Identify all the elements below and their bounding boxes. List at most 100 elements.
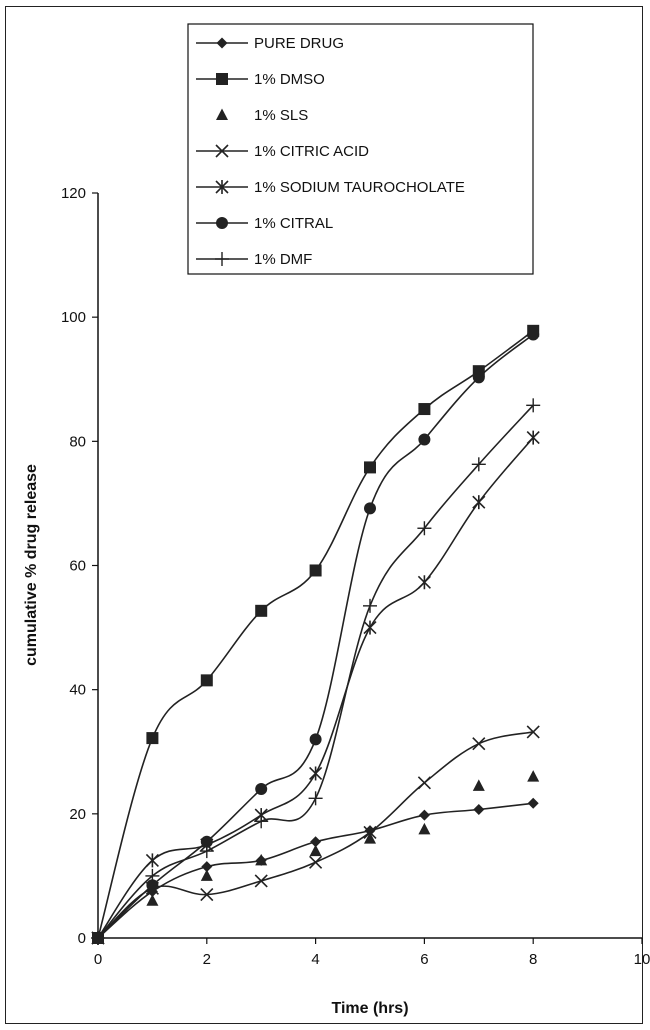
data-point [199, 844, 214, 859]
diamond-marker [201, 861, 213, 873]
x-marker-stroke [309, 855, 323, 869]
square-marker [146, 732, 159, 745]
data-point [364, 461, 376, 474]
data-point [146, 732, 159, 745]
legend-label: 1% SODIUM TAUROCHOLATE [254, 179, 465, 196]
circle-marker [200, 835, 213, 848]
data-point [417, 776, 431, 790]
x-axis-title: Time (hrs) [331, 1000, 408, 1017]
legend-marker [215, 144, 229, 158]
series-line [97, 333, 534, 939]
square-marker [216, 73, 228, 85]
legend-marker [216, 73, 228, 85]
y-tick-label: 100 [61, 309, 86, 326]
circle-marker [146, 879, 159, 892]
legend-marker [216, 37, 228, 49]
diamond-marker [418, 809, 430, 821]
series-line [97, 404, 534, 939]
x-tick-label: 2 [203, 951, 211, 968]
series-4 [91, 430, 540, 945]
series-5 [92, 328, 540, 944]
data-point [91, 931, 105, 945]
data-point [308, 791, 323, 806]
y-tick-label: 20 [69, 806, 86, 823]
data-point [255, 783, 268, 795]
circle-marker [364, 502, 376, 515]
x-marker-stroke [200, 887, 214, 902]
data-point [146, 879, 159, 892]
triangle-marker [200, 869, 213, 881]
data-point [201, 861, 213, 873]
series-line [97, 731, 534, 939]
data-point [145, 868, 160, 883]
data-point [310, 836, 322, 848]
data-point [200, 674, 213, 687]
circle-marker [418, 433, 431, 446]
data-point [363, 825, 377, 840]
x-tick-label: 0 [94, 951, 102, 968]
data-point [526, 430, 540, 445]
data-point [309, 564, 322, 577]
x-marker-stroke [215, 144, 229, 158]
diamond-marker [310, 836, 322, 848]
data-point [472, 371, 485, 384]
y-tick-label: 60 [69, 558, 86, 575]
triangle-marker [216, 108, 228, 120]
diamond-marker [364, 825, 376, 837]
circle-marker [216, 217, 228, 229]
y-tick-label: 120 [61, 185, 86, 202]
data-point [417, 521, 432, 536]
data-point [418, 403, 431, 416]
legend-entry: 1% SLS [216, 107, 308, 124]
legend-box [187, 23, 534, 275]
legend-entry: 1% CITRAL [196, 215, 333, 232]
triangle-marker [418, 822, 431, 835]
data-point [526, 725, 540, 739]
data-point [527, 770, 540, 782]
legend-marker [215, 252, 229, 266]
plot-area [91, 324, 541, 945]
data-point [200, 869, 213, 881]
data-point [527, 328, 540, 341]
series-line [97, 437, 534, 939]
square-marker [200, 674, 213, 687]
legend-label: 1% DMSO [254, 71, 325, 88]
data-point [364, 832, 376, 844]
x-tick-label: 4 [311, 951, 319, 968]
data-point [200, 835, 213, 848]
data-point [255, 604, 268, 617]
square-marker [255, 604, 268, 617]
data-point [309, 766, 323, 781]
triangle-marker [255, 853, 268, 866]
diamond-marker [216, 37, 228, 49]
data-point [145, 853, 159, 868]
x-tick-label: 6 [420, 951, 428, 968]
x-tick-label: 8 [529, 951, 537, 968]
data-point [363, 598, 377, 613]
y-tick-label: 80 [69, 433, 86, 450]
y-tick-label: 0 [78, 930, 86, 947]
legend-label: 1% CITRIC ACID [254, 143, 369, 160]
data-point [309, 844, 322, 857]
x-marker-stroke [363, 825, 377, 840]
triangle-marker [527, 770, 540, 782]
triangle-marker [364, 832, 376, 844]
legend-label: 1% DMF [254, 251, 312, 268]
series-0 [92, 797, 539, 944]
data-point [471, 457, 486, 472]
legend-label: 1% CITRAL [254, 215, 333, 232]
data-point [472, 495, 486, 510]
x-marker-stroke [417, 776, 431, 790]
square-marker [364, 461, 376, 474]
data-point [363, 620, 377, 635]
x-tick-label: 10 [634, 951, 650, 968]
data-point [417, 575, 431, 590]
data-point [527, 797, 539, 809]
data-point [364, 502, 376, 515]
series-6 [91, 398, 541, 945]
legend-marker [216, 108, 228, 120]
data-point [526, 398, 541, 413]
circle-marker [472, 371, 485, 384]
